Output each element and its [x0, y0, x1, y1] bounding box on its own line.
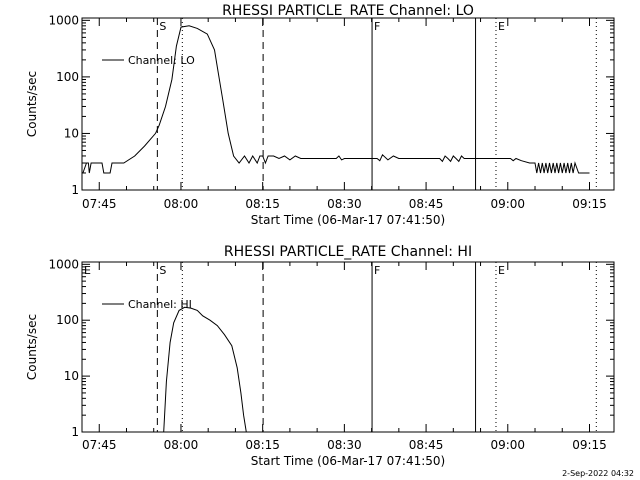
x-tick-label: 08:30 [327, 438, 362, 452]
event-marker-label: S [159, 264, 166, 277]
x-axis-label: Start Time (06-Mar-17 07:41:50) [251, 454, 445, 468]
y-tick-label: 100 [56, 313, 79, 327]
x-tick-label: 08:15 [245, 438, 280, 452]
y-tick-label: 1 [71, 183, 79, 197]
series-line [82, 25, 590, 174]
series-line [163, 306, 247, 433]
y-tick-label: 1000 [48, 257, 79, 271]
event-marker-label: E [498, 264, 505, 277]
event-marker-label: F [374, 264, 380, 277]
chart-title: RHESSI PARTICLE_RATE Channel: LO [222, 3, 474, 19]
y-tick-label: 10 [64, 126, 79, 140]
plot-frame [81, 261, 615, 433]
x-tick-label: 09:00 [490, 438, 525, 452]
x-tick-label: 09:00 [490, 197, 525, 211]
y-tick-label: 100 [56, 70, 79, 84]
event-marker-label: E [498, 20, 505, 33]
x-tick-label: 08:45 [409, 438, 444, 452]
event-marker-label: E [84, 264, 91, 277]
x-tick-label: 08:00 [164, 197, 199, 211]
x-tick-label: 08:30 [327, 197, 362, 211]
chart-title: RHESSI PARTICLE_RATE Channel: HI [224, 244, 472, 260]
x-axis-label: Start Time (06-Mar-17 07:41:50) [251, 213, 445, 227]
y-tick-label: 1000 [48, 13, 79, 27]
x-tick-label: 09:15 [572, 197, 607, 211]
y-tick-label: 1 [71, 425, 79, 439]
x-tick-label: 09:15 [572, 438, 607, 452]
chart-panel-1: RHESSI PARTICLE_RATE Channel: LO 1 10 100 10… [25, 3, 615, 227]
event-marker-label: S [159, 20, 166, 33]
event-marker-label: F [374, 20, 380, 33]
legend-label: Channel: HI [128, 298, 192, 311]
chart-panel-2: RHESSI PARTICLE_RATE Channel: HI 1 10 100 10… [25, 244, 615, 468]
y-tick-label: 10 [64, 369, 79, 383]
y-axis-label: Counts/sec [25, 314, 39, 380]
x-tick-label: 08:45 [409, 197, 444, 211]
footer-timestamp: 2-Sep-2022 04:32 [562, 469, 634, 478]
x-tick-label: 08:00 [164, 438, 199, 452]
y-axis-label: Counts/sec [25, 71, 39, 137]
x-tick-label: 07:45 [82, 438, 117, 452]
x-tick-label: 07:45 [82, 197, 117, 211]
plot-frame [81, 17, 615, 191]
x-tick-label: 08:15 [245, 197, 280, 211]
legend-label: Channel: LO [128, 54, 195, 67]
